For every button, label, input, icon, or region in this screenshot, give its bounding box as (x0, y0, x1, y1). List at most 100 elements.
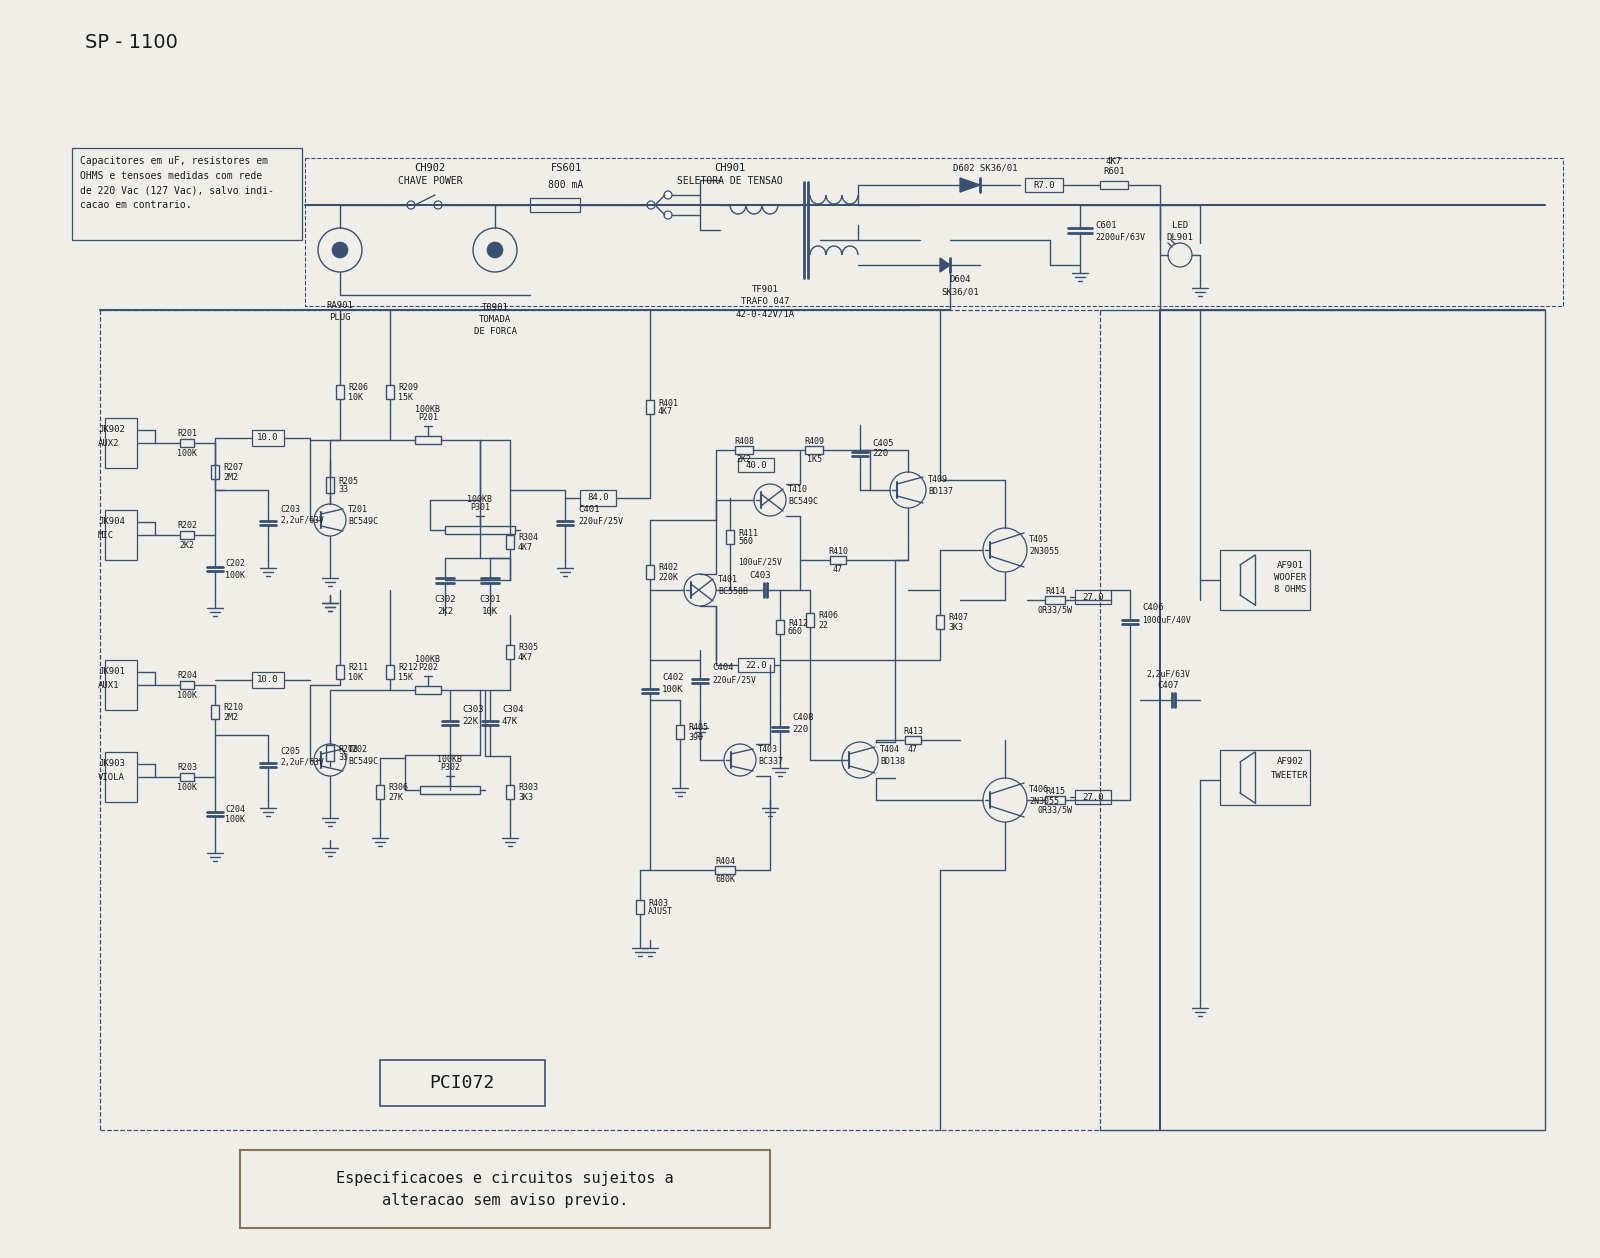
Bar (445, 526, 515, 533)
Text: 10K: 10K (482, 608, 498, 616)
Text: C202: C202 (226, 560, 245, 569)
Text: R407: R407 (947, 614, 968, 623)
Text: C205: C205 (280, 747, 301, 756)
Text: 3K3: 3K3 (518, 793, 533, 801)
Text: WOOFER: WOOFER (1274, 572, 1306, 581)
Bar (506, 785, 514, 799)
Bar (386, 385, 394, 399)
Text: 100K: 100K (226, 815, 245, 824)
Text: R212: R212 (398, 663, 418, 673)
Text: C302: C302 (434, 595, 456, 605)
Text: R413: R413 (902, 727, 923, 736)
Text: TRAFO 047: TRAFO 047 (741, 297, 789, 307)
Text: BD137: BD137 (928, 487, 954, 496)
Bar (734, 447, 754, 454)
Bar (211, 465, 219, 479)
Text: 1K5: 1K5 (806, 455, 821, 464)
Text: CH902: CH902 (414, 164, 446, 174)
Text: FS601: FS601 (550, 164, 582, 174)
Circle shape (664, 191, 672, 199)
Text: 4K7: 4K7 (658, 408, 674, 416)
Text: C407: C407 (1157, 682, 1179, 691)
Text: T202: T202 (349, 746, 368, 755)
Text: 22.0: 22.0 (746, 660, 766, 669)
Text: AUX2: AUX2 (98, 439, 120, 448)
Text: C303: C303 (462, 706, 483, 715)
Text: 220K: 220K (658, 572, 678, 581)
Bar (715, 866, 734, 874)
Text: TF901: TF901 (752, 286, 779, 294)
Bar (1045, 596, 1066, 604)
Bar (675, 725, 685, 738)
Text: R412: R412 (787, 619, 808, 628)
Text: 2M2: 2M2 (222, 712, 238, 722)
Text: SP - 1100: SP - 1100 (85, 33, 178, 52)
Text: JK901: JK901 (98, 668, 125, 677)
Text: 560: 560 (738, 537, 754, 546)
Text: T405: T405 (1029, 536, 1050, 545)
Text: R204: R204 (178, 672, 197, 681)
Bar (906, 736, 922, 743)
Text: LED: LED (1171, 221, 1189, 230)
Text: R306: R306 (387, 784, 408, 793)
Text: R408: R408 (734, 437, 754, 445)
Text: R405: R405 (688, 723, 707, 732)
Text: C402: C402 (662, 673, 683, 683)
Text: JK903: JK903 (98, 760, 125, 769)
Circle shape (646, 201, 654, 209)
Bar (726, 530, 734, 543)
Circle shape (486, 242, 502, 258)
Bar (579, 491, 616, 506)
Bar (738, 658, 774, 672)
Text: T409: T409 (928, 476, 947, 484)
Text: 100K: 100K (178, 782, 197, 791)
Text: 10.0: 10.0 (258, 434, 278, 443)
Text: T201: T201 (349, 506, 368, 515)
Text: R305: R305 (518, 644, 538, 653)
Text: 33: 33 (338, 754, 349, 762)
Text: 27.0: 27.0 (1082, 593, 1104, 601)
Text: JK904: JK904 (98, 517, 125, 527)
Text: 100K: 100K (178, 449, 197, 458)
Text: T403: T403 (758, 746, 778, 755)
Text: R210: R210 (222, 703, 243, 712)
Text: 4K7: 4K7 (1106, 157, 1122, 166)
Text: P201: P201 (418, 414, 438, 423)
Text: 8 OHMS: 8 OHMS (1274, 585, 1306, 594)
Text: R403: R403 (648, 898, 669, 907)
Bar (1221, 750, 1310, 805)
Bar (419, 786, 480, 794)
Text: 15K: 15K (398, 673, 413, 682)
Text: 3K3: 3K3 (947, 623, 963, 632)
Bar (805, 447, 822, 454)
Text: C406: C406 (1142, 604, 1163, 613)
Text: SELETORA DE TENSAO: SELETORA DE TENSAO (677, 176, 782, 186)
Text: BD138: BD138 (880, 756, 906, 766)
Text: AUX1: AUX1 (98, 681, 120, 689)
Bar (646, 400, 654, 414)
Bar (936, 615, 944, 629)
Text: 100KB: 100KB (416, 405, 440, 414)
Text: C203: C203 (280, 506, 301, 515)
Bar (240, 1150, 770, 1228)
Text: C401: C401 (578, 506, 600, 515)
Bar (506, 535, 514, 548)
Bar (179, 439, 194, 447)
Text: 220uF/25V: 220uF/25V (578, 517, 622, 526)
Text: 84.0: 84.0 (587, 493, 608, 502)
Text: BC549C: BC549C (787, 497, 818, 506)
Text: 4K7: 4K7 (518, 542, 533, 551)
Text: R415: R415 (1045, 786, 1066, 795)
Text: 220uF/25V: 220uF/25V (712, 676, 755, 684)
Bar (179, 531, 194, 538)
Bar (336, 665, 344, 679)
Text: C408: C408 (792, 713, 813, 722)
Bar (530, 198, 579, 213)
Text: 390: 390 (688, 732, 702, 741)
Bar (106, 660, 138, 710)
Bar (1045, 796, 1066, 804)
Text: 4K7: 4K7 (518, 653, 533, 662)
Text: R209: R209 (398, 384, 418, 392)
Text: 0R33/5W: 0R33/5W (1037, 805, 1072, 814)
Text: PCI072: PCI072 (429, 1074, 494, 1092)
